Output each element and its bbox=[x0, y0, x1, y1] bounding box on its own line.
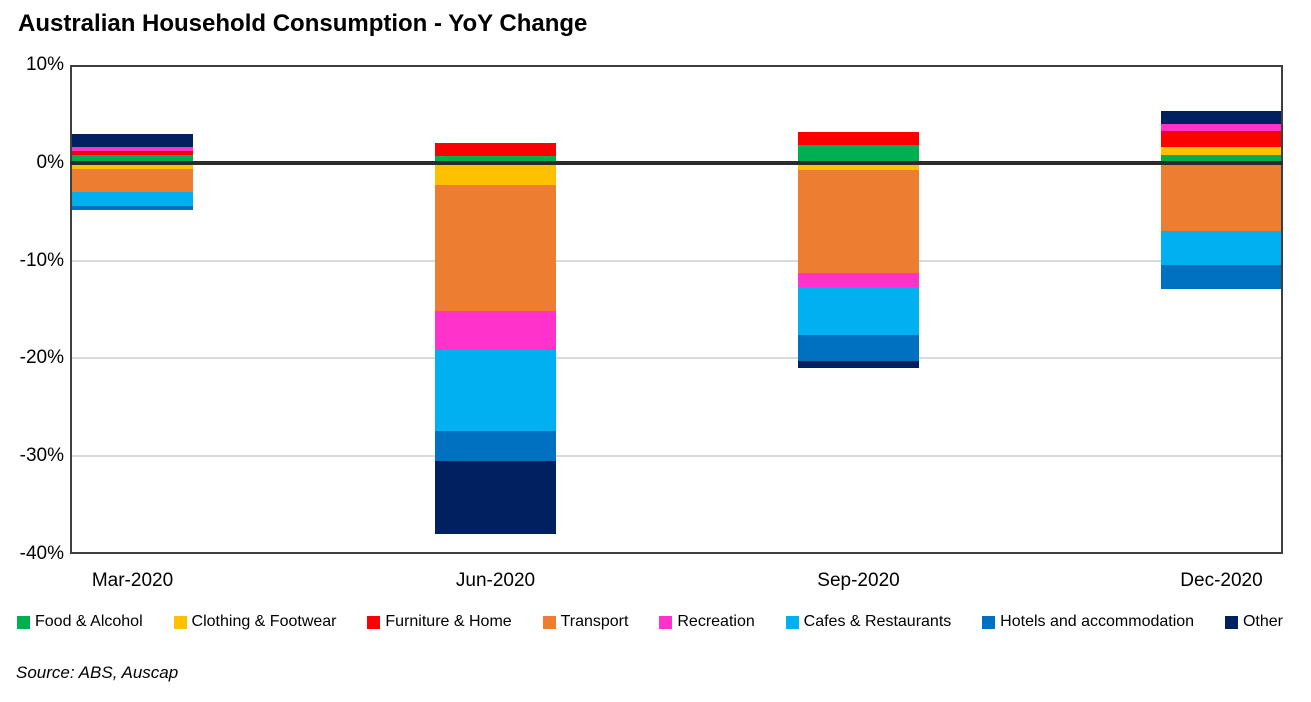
bar-segment bbox=[72, 154, 193, 163]
bar-segment bbox=[72, 134, 193, 148]
bar-segment bbox=[435, 311, 556, 350]
bar-segment bbox=[798, 162, 919, 170]
bar-segment bbox=[1161, 154, 1282, 163]
x-tick-label: Sep-2020 bbox=[817, 570, 900, 591]
legend-item: Recreation bbox=[659, 613, 755, 631]
bar-segment bbox=[1161, 147, 1282, 155]
bar-segment bbox=[1161, 265, 1282, 289]
legend-swatch-icon bbox=[785, 615, 799, 629]
gridline--30 bbox=[70, 455, 1283, 458]
bar-segment bbox=[435, 143, 556, 156]
legend-item: Hotels and accommodation bbox=[982, 613, 1194, 631]
y-tick-label: -20% bbox=[19, 347, 64, 369]
legend-label: Food & Alcohol bbox=[35, 613, 143, 630]
bar-segment bbox=[798, 132, 919, 146]
legend-item: Transport bbox=[542, 613, 629, 631]
legend-item: Clothing & Footwear bbox=[173, 613, 337, 631]
bar-segment bbox=[798, 361, 919, 369]
bar-segment bbox=[1161, 231, 1282, 266]
legend-swatch-icon bbox=[17, 615, 30, 629]
bar-segment bbox=[1161, 162, 1282, 232]
legend-swatch-icon bbox=[659, 615, 673, 629]
bar-segment bbox=[435, 461, 556, 535]
bar-segment bbox=[798, 273, 919, 287]
y-tick-label: -10% bbox=[19, 249, 64, 271]
bar-segment bbox=[1161, 130, 1282, 148]
legend-label: Transport bbox=[560, 613, 629, 630]
legend-item: Food & Alcohol bbox=[17, 613, 143, 631]
legend-label: Hotels and accommodation bbox=[1000, 613, 1195, 630]
chart-title: Australian Household Consumption - YoY C… bbox=[18, 10, 588, 37]
legend-label: Cafes & Restaurants bbox=[803, 613, 952, 630]
bar-segment bbox=[72, 205, 193, 210]
bar-segment bbox=[798, 287, 919, 335]
legend-swatch-icon bbox=[367, 615, 381, 629]
bar-segment bbox=[435, 155, 556, 163]
bar-segment bbox=[435, 430, 556, 462]
bar-segment bbox=[72, 192, 193, 206]
legend-item: Cafes & Restaurants bbox=[785, 613, 952, 631]
legend-item: Other bbox=[1224, 613, 1283, 631]
bar-segment bbox=[72, 162, 193, 169]
bar-segment bbox=[72, 151, 193, 155]
gridline--20 bbox=[70, 357, 1283, 360]
legend-label: Clothing & Footwear bbox=[191, 613, 337, 630]
bar-segment bbox=[435, 185, 556, 312]
plot-area bbox=[70, 65, 1283, 554]
bar-segment bbox=[72, 168, 193, 193]
zero-axis-line bbox=[70, 160, 1283, 165]
x-tick-label: Jun-2020 bbox=[455, 570, 536, 591]
y-tick-label: 0% bbox=[36, 151, 64, 173]
legend-item: Furniture & Home bbox=[367, 613, 512, 631]
bar-segment bbox=[435, 162, 556, 186]
x-tick-label: Mar-2020 bbox=[91, 570, 174, 591]
x-tick-label: Dec-2020 bbox=[1180, 570, 1263, 591]
bar-segment bbox=[798, 169, 919, 274]
bar-segment bbox=[72, 147, 193, 152]
legend-swatch-icon bbox=[1224, 615, 1238, 629]
bar-segment bbox=[798, 334, 919, 362]
legend-swatch-icon bbox=[173, 615, 187, 629]
legend-label: Furniture & Home bbox=[385, 613, 512, 630]
y-tick-label: 10% bbox=[25, 54, 64, 75]
legend-label: Recreation bbox=[677, 613, 755, 630]
bar-segment bbox=[435, 349, 556, 431]
gridline--10 bbox=[70, 259, 1283, 262]
bar-segment bbox=[1161, 123, 1282, 131]
y-tick-label: -30% bbox=[19, 445, 64, 467]
legend-label: Other bbox=[1242, 613, 1283, 630]
legend: Food & Alcohol Clothing & Footwear Furnitu… bbox=[17, 613, 1283, 631]
y-tick-label: -40% bbox=[19, 543, 64, 564]
legend-swatch-icon bbox=[542, 615, 556, 629]
legend-swatch-icon bbox=[982, 615, 996, 629]
source-note: Source: ABS, Auscap bbox=[16, 663, 179, 682]
bar-segment bbox=[1161, 110, 1282, 124]
bar-segment bbox=[798, 145, 919, 163]
